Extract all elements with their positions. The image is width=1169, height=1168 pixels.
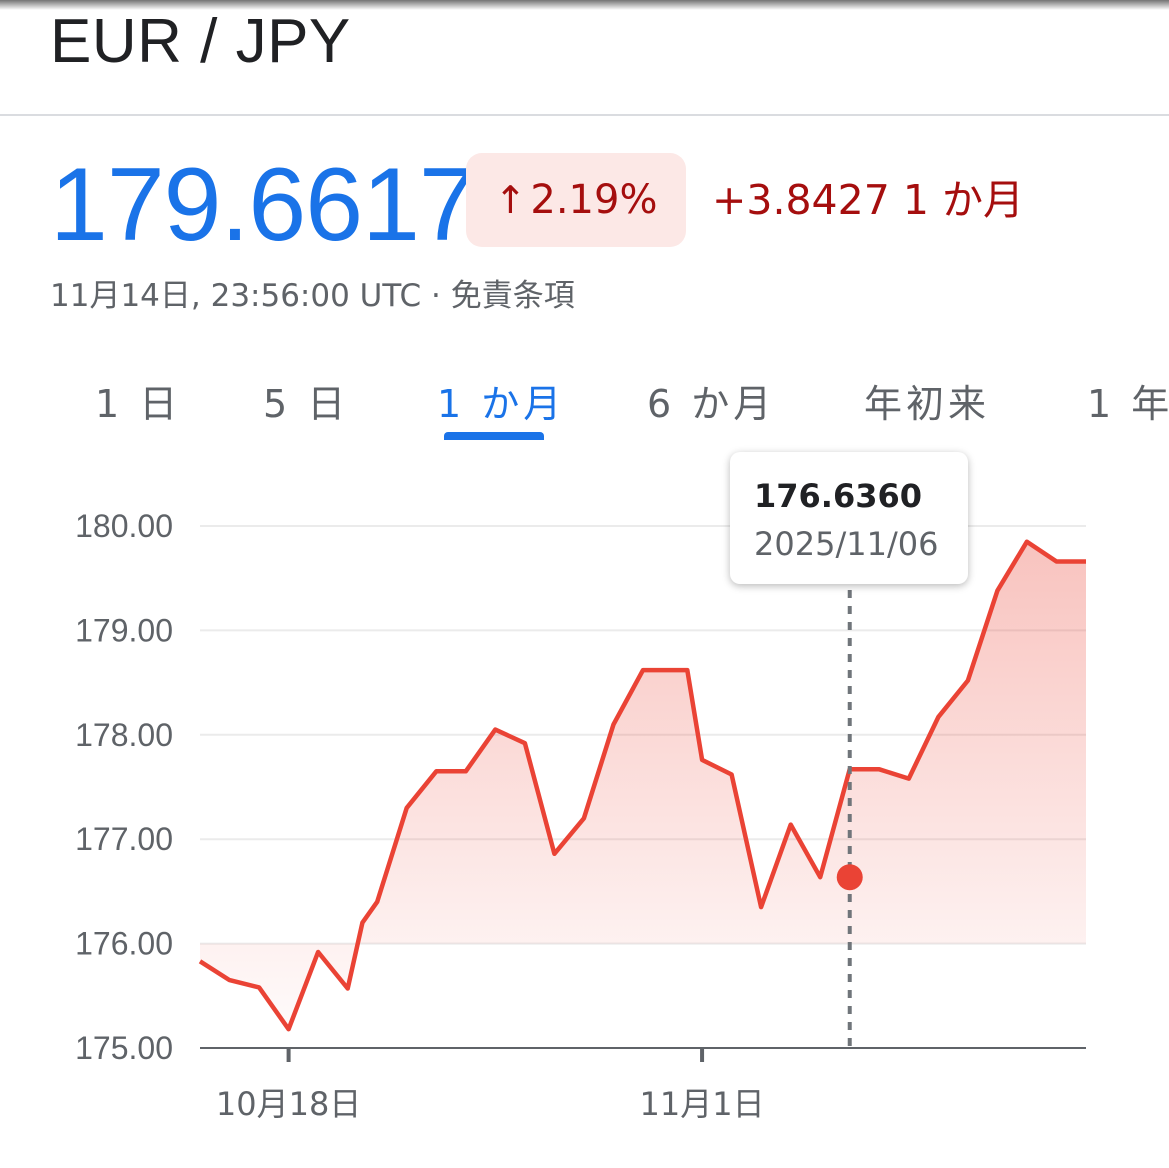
current-price: 179.6617	[50, 147, 477, 263]
y-tick-label: 179.00	[75, 612, 173, 648]
y-tick-label: 180.00	[75, 508, 173, 544]
active-tab-indicator	[444, 432, 544, 440]
tooltip-value: 176.6360	[754, 477, 923, 515]
arrow-up-icon: ↑	[494, 178, 527, 222]
change-value: +3.8427 1 か月	[712, 176, 1024, 224]
tab-5-day[interactable]: 5 日	[263, 382, 350, 426]
quote-timestamp: 11月14日, 23:56:00 UTC · 免責条項	[50, 278, 575, 314]
price-line	[198, 539, 1086, 1032]
chart-tooltip: 176.6360 2025/11/06	[730, 452, 968, 584]
highlight-point	[836, 864, 863, 891]
change-percent: 2.19%	[530, 177, 658, 223]
y-tick-label: 177.00	[75, 821, 173, 857]
x-tick-label: 10月18日	[216, 1085, 361, 1123]
tab-ytd[interactable]: 年初来	[864, 382, 991, 426]
price-chart[interactable]: 175.00 176.00 177.00 178.00 179.00 180.00 10月…	[0, 440, 1169, 1140]
y-tick-label: 175.00	[75, 1030, 173, 1066]
page-title: EUR / JPY	[50, 7, 351, 76]
tab-6-month[interactable]: 6 か月	[647, 382, 776, 426]
range-tabs: 1 日 5 日 1 か月 6 か月 年初来 1 年	[0, 370, 1169, 450]
status-shadow	[0, 0, 1169, 10]
price-area	[200, 541, 1086, 1030]
header-divider	[0, 114, 1169, 116]
x-tick-label: 11月1日	[640, 1085, 765, 1123]
change-percent-badge: ↑ 2.19%	[466, 153, 686, 247]
tab-1-year[interactable]: 1 年	[1087, 382, 1169, 426]
tab-1-month[interactable]: 1 か月	[437, 382, 566, 426]
tab-1-day[interactable]: 1 日	[95, 382, 182, 426]
tooltip-date: 2025/11/06	[754, 525, 939, 563]
y-tick-label: 176.00	[75, 926, 173, 962]
y-tick-label: 178.00	[75, 717, 173, 753]
